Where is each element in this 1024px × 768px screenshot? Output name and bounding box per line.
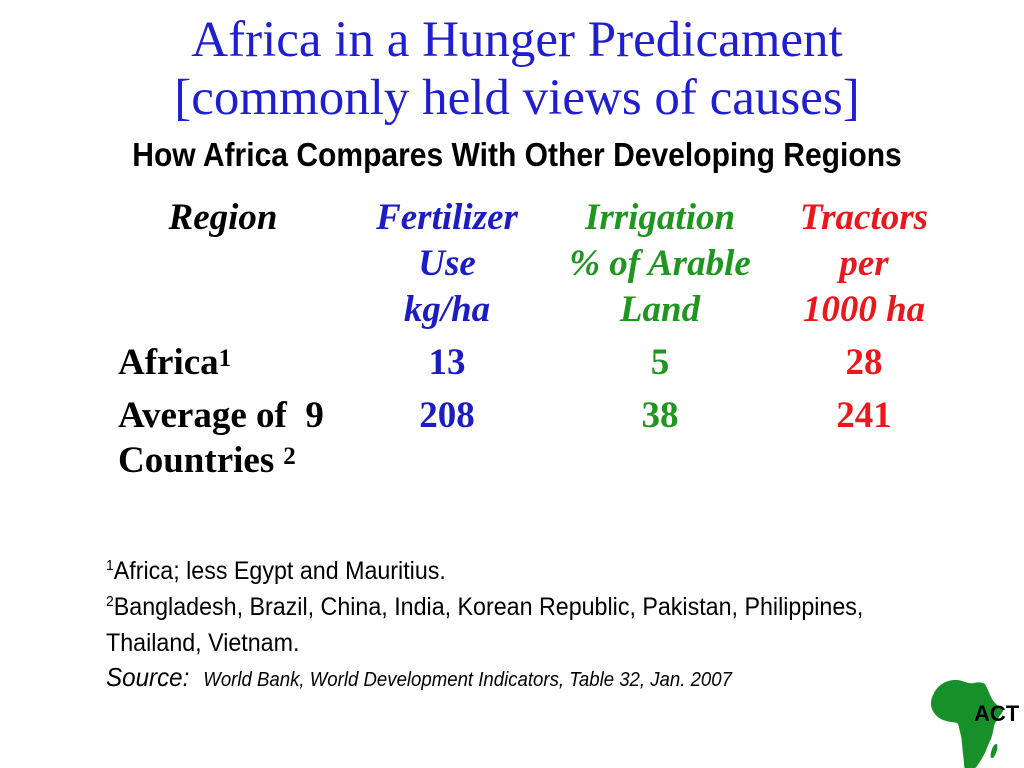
source-text: World Bank, World Development Indicators… [203,669,732,691]
source-line: Source: World Bank, World Development Ind… [106,660,943,698]
row-label-line: Average of 9 [118,393,378,438]
header-irrigation: Irrigation % of Arable Land [560,195,760,333]
header-tractors-line: Tractors [799,197,929,238]
header-tractors-line: 1000 ha [802,289,926,330]
footnotes: 1Africa; less Egypt and Mauritius. 2Bang… [106,555,943,698]
row-label: Africa1 [118,340,378,389]
row-label-text: Countries [118,440,275,481]
footnote-text: Bangladesh, Brazil, China, India, Korean… [113,593,864,621]
cell-tractors: 28 [845,342,883,383]
header-region-line: Region [168,197,278,238]
act-logo: ACT [928,676,1024,768]
header-irrigation-line: % of Arable [569,243,751,284]
cell-irrigation: 38 [641,395,679,436]
source-label: Source: [106,662,190,692]
comparison-table: Region Fertilizer Use kg/ha Irrigation %… [0,190,1024,490]
slide-title: Africa in a Hunger Predicament [commonly… [10,11,1024,127]
header-fertilizer: Fertilizer Use kg/ha [347,195,547,333]
cell-fertilizer: 13 [428,342,466,383]
footnote-ref: 2 [283,443,296,470]
logo-text: ACT [974,701,1020,726]
footnote-2: 2Bangladesh, Brazil, China, India, Korea… [106,591,943,627]
header-region: Region [123,195,323,241]
africa-map-icon [930,680,1003,768]
footnote-marker: 2 [106,593,114,610]
madagascar-shape [990,743,998,759]
title-line-1: Africa in a Hunger Predicament [191,12,843,68]
footnote-2-continued: Thailand, Vietnam. [106,627,943,660]
row-label-text: Africa [118,342,219,383]
header-irrigation-line: Irrigation [584,197,736,238]
table-row: Average of 9 Countries 2 208 38 241 [0,393,1024,483]
row-label: Average of 9 Countries 2 [118,393,378,487]
table-row: Africa1 13 5 28 [0,340,1024,430]
cell-tractors: 241 [836,395,892,436]
row-label-line: Countries 2 [118,438,378,487]
title-line-2: [commonly held views of causes] [174,70,860,126]
footnote-ref: 1 [218,345,232,372]
africa-continent-shape [930,680,1003,768]
footnote-marker: 1 [106,557,114,574]
footnote-text: Thailand, Vietnam. [106,629,300,657]
row-label-text: Average of 9 [118,395,324,436]
header-tractors-line: per [839,243,889,284]
header-tractors: Tractors per 1000 ha [764,195,964,333]
row-label-line: Africa1 [118,340,378,389]
cell-fertilizer: 208 [419,395,475,436]
footnote-1: 1Africa; less Egypt and Mauritius. [106,555,943,591]
header-fertilizer-line: Fertilizer [376,197,518,238]
footnote-text: Africa; less Egypt and Mauritius. [113,557,446,585]
slide-subtitle: How Africa Compares With Other Developin… [132,136,902,173]
header-fertilizer-line: Use [418,243,476,284]
cell-irrigation: 5 [650,342,670,383]
header-fertilizer-line: kg/ha [403,289,491,330]
header-irrigation-line: Land [619,289,701,330]
